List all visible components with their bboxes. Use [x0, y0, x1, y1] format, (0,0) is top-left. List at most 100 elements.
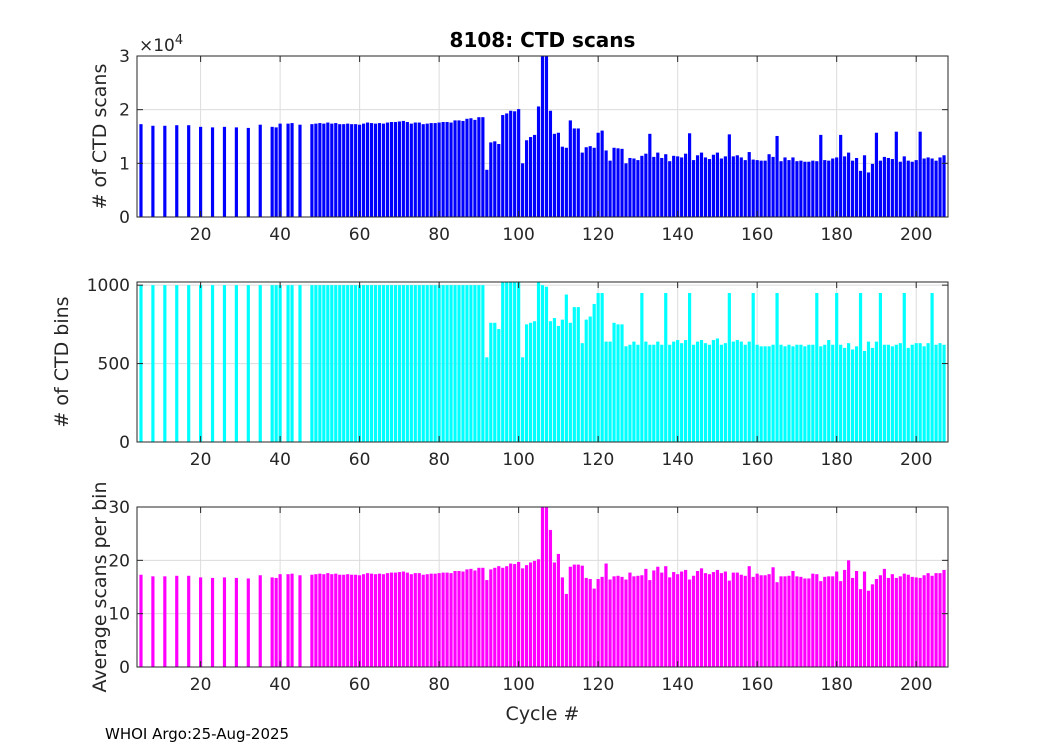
bar [445, 122, 449, 217]
bar [346, 285, 350, 442]
bar [874, 341, 879, 442]
bar [525, 565, 529, 667]
bar [469, 568, 473, 667]
bar [711, 154, 716, 217]
bar [616, 324, 620, 442]
bar [691, 344, 696, 442]
bar [902, 573, 906, 667]
bar [886, 344, 890, 442]
bar [258, 285, 262, 442]
bar [791, 571, 795, 667]
bar [843, 569, 847, 667]
y-tick-label: 10 [108, 605, 130, 625]
bar [592, 588, 596, 667]
bar [433, 573, 437, 667]
y-axis-label: # of CTD bins [51, 296, 73, 427]
bar [731, 341, 735, 442]
bar [580, 565, 584, 667]
bar [385, 285, 390, 442]
bar [445, 572, 449, 667]
x-tick-label: 160 [741, 675, 773, 695]
bar [799, 576, 803, 667]
bar [528, 322, 533, 442]
bar [612, 576, 616, 667]
bar [501, 282, 505, 442]
y-axis-label: # of CTD scans [89, 64, 111, 210]
bar [409, 574, 413, 667]
bar [187, 285, 191, 442]
bar [918, 131, 922, 217]
bar [775, 135, 779, 217]
bar [417, 285, 421, 442]
bar [445, 285, 449, 442]
bar [914, 577, 918, 667]
bar [906, 347, 910, 442]
bar [926, 573, 930, 667]
bar [592, 303, 596, 442]
bar [684, 340, 688, 442]
bar [803, 578, 807, 667]
bar [477, 567, 481, 667]
bar [330, 123, 334, 217]
y-tick-label: 500 [98, 355, 130, 375]
bar [365, 285, 370, 442]
bar [397, 285, 401, 442]
bar [882, 568, 886, 667]
bar [902, 292, 906, 442]
bar [664, 292, 668, 442]
bar [322, 123, 326, 217]
bar [381, 123, 386, 217]
bar [628, 344, 632, 442]
bar [850, 160, 855, 217]
bar [489, 322, 493, 442]
bar [222, 285, 227, 442]
bar [286, 123, 290, 217]
bar [465, 118, 469, 217]
bar [767, 574, 771, 667]
bar [839, 134, 843, 217]
x-tick-label: 140 [661, 675, 693, 695]
bar [866, 341, 871, 442]
bar [465, 569, 469, 667]
bar [342, 574, 346, 667]
bar [521, 357, 525, 442]
bar [811, 160, 815, 217]
bar [847, 560, 851, 667]
bar [560, 146, 564, 217]
bar [739, 574, 743, 667]
bar [878, 160, 883, 217]
bar [775, 292, 779, 442]
bar [421, 285, 425, 442]
bar [878, 292, 883, 442]
bar [286, 285, 290, 442]
bar [731, 156, 735, 217]
bar [163, 125, 167, 217]
bar [584, 577, 588, 667]
bar [847, 343, 851, 442]
bar [787, 575, 791, 667]
bar [648, 580, 652, 667]
bar [819, 134, 823, 217]
bar [763, 160, 767, 217]
x-tick-label: 160 [741, 450, 773, 470]
bar [922, 158, 926, 217]
bar [556, 325, 560, 442]
bar [493, 322, 497, 442]
bar [314, 285, 318, 442]
bar [393, 285, 397, 442]
bar [870, 163, 875, 217]
x-tick-label: 100 [502, 225, 534, 245]
bar [676, 574, 680, 667]
bar [397, 121, 401, 217]
bar [210, 285, 215, 442]
bar [330, 574, 334, 667]
bar [656, 566, 660, 667]
bar [835, 292, 839, 442]
y-axis-label: Average scans per bin [89, 481, 111, 692]
y-exponent-power: 4 [175, 33, 183, 48]
bar [326, 122, 330, 217]
bar [548, 321, 553, 442]
bar [278, 123, 282, 217]
bar [461, 285, 465, 442]
bar [568, 566, 572, 667]
